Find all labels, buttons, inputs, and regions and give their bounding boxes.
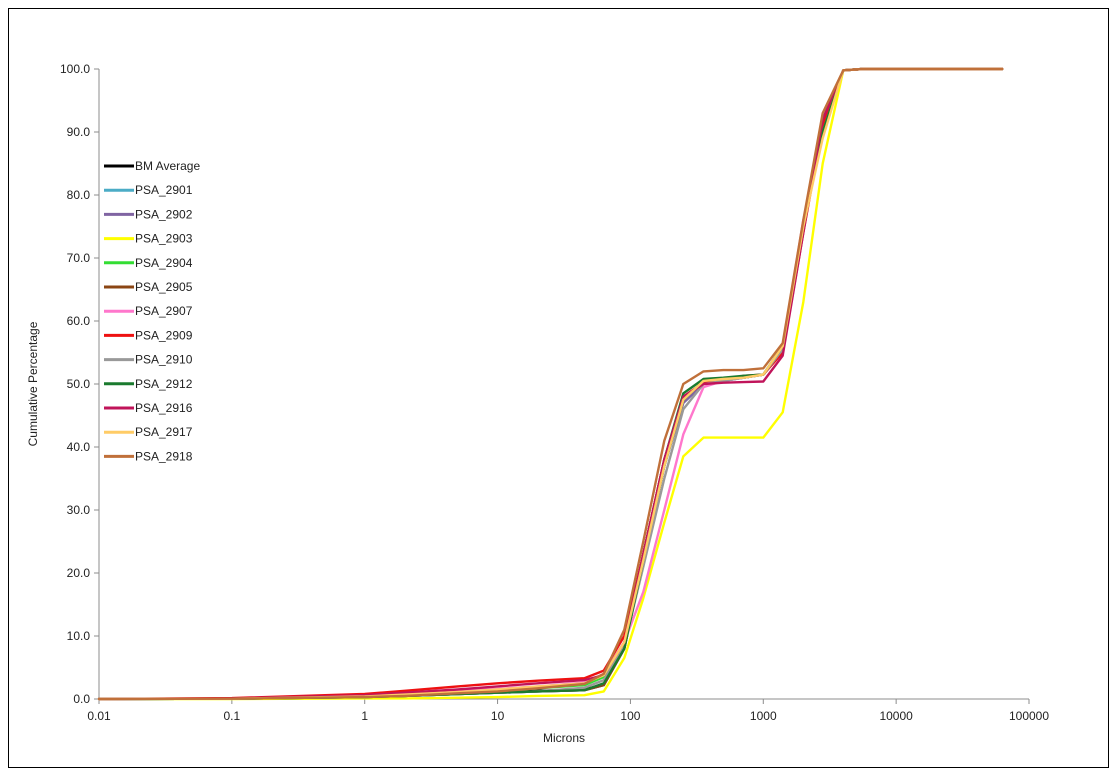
legend: BM Average PSA_2901 PSA_2902 PSA_2903 PSA_29… bbox=[104, 159, 200, 463]
x-tick-label: 10000 bbox=[879, 709, 913, 723]
y-tick-label: 40.0 bbox=[67, 440, 91, 454]
x-axis-title: Microns bbox=[543, 731, 585, 745]
legend-label: PSA_2904 bbox=[135, 256, 193, 270]
y-tick-label: 70.0 bbox=[67, 251, 91, 265]
legend-item: PSA_2905 bbox=[104, 280, 193, 294]
x-tick-label: 1 bbox=[361, 709, 368, 723]
y-tick-label: 60.0 bbox=[67, 314, 91, 328]
legend-label: PSA_2901 bbox=[135, 183, 193, 197]
legend-item: PSA_2903 bbox=[104, 232, 193, 246]
y-axis-title: Cumulative Percentage bbox=[26, 321, 40, 446]
legend-item: BM Average bbox=[104, 159, 200, 173]
series-line-psa-2901 bbox=[97, 67, 1004, 701]
cumulative-percentage-chart: 0.010.020.030.040.050.060.070.080.090.01… bbox=[26, 62, 1049, 745]
x-tick-label: 0.1 bbox=[224, 709, 241, 723]
series-line-psa-2907 bbox=[97, 67, 1004, 701]
legend-item: PSA_2917 bbox=[104, 425, 193, 439]
y-tick-label: 50.0 bbox=[67, 377, 91, 391]
legend-item: PSA_2912 bbox=[104, 377, 193, 391]
legend-label: PSA_2917 bbox=[135, 425, 193, 439]
legend-label: PSA_2912 bbox=[135, 377, 193, 391]
series-line-psa-2910 bbox=[97, 67, 1004, 701]
series-line-psa-2912 bbox=[97, 67, 1004, 701]
legend-label: PSA_2909 bbox=[135, 328, 193, 342]
legend-item: PSA_2916 bbox=[104, 401, 193, 415]
legend-label: PSA_2910 bbox=[135, 353, 193, 367]
series-layer bbox=[97, 67, 1004, 701]
y-tick-label: 80.0 bbox=[67, 188, 91, 202]
legend-item: PSA_2918 bbox=[104, 449, 193, 463]
series-line-psa-2905 bbox=[97, 67, 1004, 701]
legend-label: BM Average bbox=[135, 159, 200, 173]
y-tick-label: 20.0 bbox=[67, 566, 91, 580]
legend-item: PSA_2901 bbox=[104, 183, 193, 197]
legend-item: PSA_2902 bbox=[104, 207, 193, 221]
chart-frame: 0.0 10.0 20.0 30.0 40.0 50.0 60.0 70.0 80.0 90.0 1… bbox=[8, 8, 1109, 768]
x-tick-label: 0.01 bbox=[87, 709, 111, 723]
series-line-psa-2909 bbox=[97, 67, 1004, 701]
legend-label: PSA_2916 bbox=[135, 401, 193, 415]
y-tick-label: 30.0 bbox=[67, 503, 91, 517]
series-line-psa-2902 bbox=[97, 67, 1004, 701]
y-tick-label: 100.0 bbox=[60, 62, 90, 76]
x-tick-label: 10 bbox=[491, 709, 505, 723]
y-tick-label: 10.0 bbox=[67, 629, 91, 643]
y-tick-label: 0.0 bbox=[73, 692, 90, 706]
legend-label: PSA_2918 bbox=[135, 449, 193, 463]
legend-label: PSA_2902 bbox=[135, 207, 193, 221]
legend-label: PSA_2907 bbox=[135, 304, 193, 318]
legend-item: PSA_2910 bbox=[104, 353, 193, 367]
legend-item: PSA_2904 bbox=[104, 256, 193, 270]
x-tick-label: 1000 bbox=[750, 709, 777, 723]
x-tick-label: 100 bbox=[620, 709, 640, 723]
series-line-psa-2903 bbox=[97, 67, 1004, 701]
series-line-bm-average bbox=[97, 67, 1004, 701]
x-tick-label: 100000 bbox=[1009, 709, 1049, 723]
series-line-psa-2916 bbox=[97, 67, 1004, 701]
legend-item: PSA_2907 bbox=[104, 304, 193, 318]
legend-label: PSA_2903 bbox=[135, 232, 193, 246]
series-line-psa-2917 bbox=[97, 67, 1004, 701]
legend-label: PSA_2905 bbox=[135, 280, 193, 294]
legend-item: PSA_2909 bbox=[104, 328, 193, 342]
series-line-psa-2918 bbox=[97, 67, 1004, 701]
chart-axes: 0.010.020.030.040.050.060.070.080.090.01… bbox=[60, 62, 1049, 723]
series-line-psa-2904 bbox=[97, 67, 1004, 701]
y-tick-label: 90.0 bbox=[67, 125, 91, 139]
